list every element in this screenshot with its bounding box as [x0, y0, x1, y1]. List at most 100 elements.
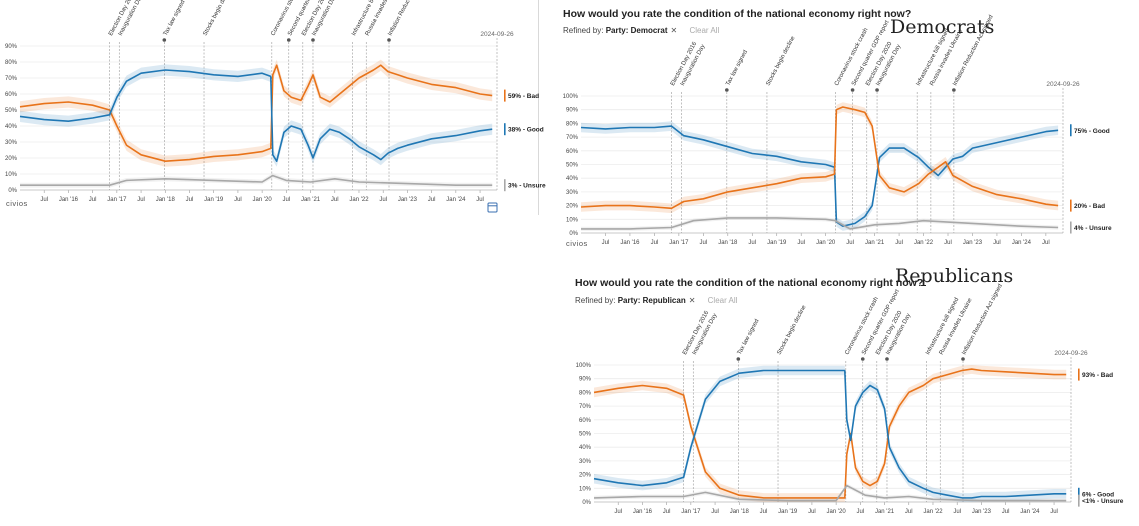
- series-end-label: 3% - Unsure: [508, 183, 546, 190]
- event-marker[interactable]: [287, 38, 291, 42]
- event-label: Tax law signed: [737, 318, 761, 356]
- y-tick-label: 80%: [579, 390, 592, 396]
- x-tick-label: Jan '19: [778, 509, 798, 515]
- y-tick-label: 60%: [5, 92, 18, 98]
- calendar-frame: [488, 203, 497, 212]
- x-tick-label: Jan '16: [633, 509, 653, 515]
- series-end-label: 20% - Bad: [1074, 203, 1105, 210]
- y-tick-label: 70%: [5, 76, 18, 82]
- date-label: 2024-09-26: [480, 31, 514, 38]
- y-tick-label: 40%: [566, 176, 579, 182]
- event-label: Inflation Reduction Act signed: [961, 283, 1003, 356]
- x-tick-label: Jul: [1042, 240, 1050, 246]
- x-tick-label: Jul: [857, 509, 865, 515]
- y-tick-label: 70%: [566, 135, 579, 141]
- x-tick-label: Jul: [808, 509, 816, 515]
- y-tick-label: 80%: [5, 60, 18, 66]
- y-tick-label: 0%: [582, 500, 591, 506]
- x-tick-label: Jan '18: [730, 509, 750, 515]
- y-tick-label: 10%: [5, 172, 18, 178]
- x-tick-label: Jul: [953, 509, 961, 515]
- y-tick-label: 100%: [563, 94, 579, 100]
- calendar-icon[interactable]: [488, 203, 497, 212]
- event-marker[interactable]: [952, 88, 956, 92]
- y-tick-label: 50%: [566, 163, 579, 169]
- event-marker[interactable]: [885, 357, 889, 361]
- x-tick-label: Jan '24: [446, 197, 466, 203]
- event-label: Coronavirus stock crash: [844, 296, 880, 356]
- y-tick-label: 60%: [566, 149, 579, 155]
- x-tick-label: Jul: [602, 240, 610, 246]
- series-end-label: 59% - Bad: [508, 93, 539, 100]
- x-tick-label: Jul: [1002, 509, 1010, 515]
- event-marker[interactable]: [851, 88, 855, 92]
- end-label-marker: [504, 179, 506, 191]
- x-tick-label: Jan '23: [972, 509, 992, 515]
- event-marker[interactable]: [737, 357, 741, 361]
- series-end-label: 4% - Unsure: [1074, 225, 1112, 232]
- x-tick-label: Jul: [137, 197, 145, 203]
- x-tick-label: Jul: [40, 197, 48, 203]
- x-tick-label: Jan '17: [681, 509, 701, 515]
- y-tick-label: 30%: [579, 459, 592, 465]
- event-label: Tax law signed: [163, 0, 187, 37]
- y-tick-label: 90%: [5, 44, 18, 50]
- x-tick-label: Jul: [748, 240, 756, 246]
- y-tick-label: 70%: [579, 404, 592, 410]
- event-label: Inflation Reduction Act signed: [952, 14, 994, 87]
- event-marker[interactable]: [725, 88, 729, 92]
- series-band-bad: [581, 102, 1058, 213]
- x-tick-label: Jul: [905, 509, 913, 515]
- chart-panel-democrats: How would you rate the condition of the …: [558, 0, 1139, 248]
- x-tick-label: Jul: [379, 197, 387, 203]
- event-marker[interactable]: [861, 357, 865, 361]
- x-tick-label: Jul: [846, 240, 854, 246]
- chart-panel-republicans: How would you rate the condition of the …: [558, 262, 1139, 526]
- x-tick-label: Jul: [760, 509, 768, 515]
- x-tick-label: Jan '17: [669, 240, 689, 246]
- x-tick-label: Jul: [283, 197, 291, 203]
- y-tick-label: 20%: [566, 204, 579, 210]
- y-tick-label: 50%: [579, 432, 592, 438]
- x-tick-label: Jul: [186, 197, 194, 203]
- y-tick-label: 20%: [5, 156, 18, 162]
- date-label: 2024-09-26: [1054, 350, 1088, 357]
- y-tick-label: 60%: [579, 418, 592, 424]
- y-tick-label: 80%: [566, 121, 579, 127]
- event-marker[interactable]: [163, 38, 167, 42]
- date-label: 2024-09-26: [1046, 81, 1080, 88]
- x-tick-label: Jul: [89, 197, 97, 203]
- event-label: Coronavirus stock crash: [834, 27, 870, 87]
- x-tick-label: Jan '22: [914, 240, 934, 246]
- event-marker[interactable]: [311, 38, 315, 42]
- y-tick-label: 40%: [5, 124, 18, 130]
- x-tick-label: Jan '20: [816, 240, 836, 246]
- x-tick-label: Jan '23: [963, 240, 983, 246]
- chart-panel-overall: 0% 10% 20% 30% 40% 50% 60% 70% 80% 90% Jul Jan '16 J…: [0, 0, 540, 220]
- x-tick-label: Jan '19: [204, 197, 224, 203]
- series-end-label: 75% - Good: [1074, 128, 1110, 135]
- y-tick-label: 30%: [566, 190, 579, 196]
- x-tick-label: Jul: [651, 240, 659, 246]
- x-tick-label: Jul: [614, 509, 622, 515]
- y-tick-label: 100%: [576, 363, 592, 369]
- y-tick-label: 90%: [566, 108, 579, 114]
- y-tick-label: 50%: [5, 108, 18, 114]
- x-tick-label: Jan '20: [827, 509, 847, 515]
- end-label-marker: [1070, 222, 1072, 234]
- event-marker[interactable]: [387, 38, 391, 42]
- end-label-marker: [504, 90, 506, 102]
- chart-overall: 0%10%20%30%40%50%60%70%80%90%Jul Jan '16 J…: [0, 0, 540, 220]
- event-marker[interactable]: [875, 88, 879, 92]
- civiqs-logo: civios: [6, 199, 28, 208]
- x-tick-label: Jul: [944, 240, 952, 246]
- x-tick-label: Jan '24: [1012, 240, 1032, 246]
- civiqs-logo: civios: [566, 239, 588, 248]
- x-tick-label: Jul: [993, 240, 1001, 246]
- x-tick-label: Jan '21: [301, 197, 321, 203]
- x-tick-label: Jul: [699, 240, 707, 246]
- x-tick-label: Jul: [1050, 509, 1058, 515]
- y-tick-label: 40%: [579, 445, 592, 451]
- chart-democrats: 0% 10% 20% 30% 40% 50% 60% 70% 80% 90% 100% Jul Jan …: [558, 0, 1139, 248]
- event-marker[interactable]: [961, 357, 965, 361]
